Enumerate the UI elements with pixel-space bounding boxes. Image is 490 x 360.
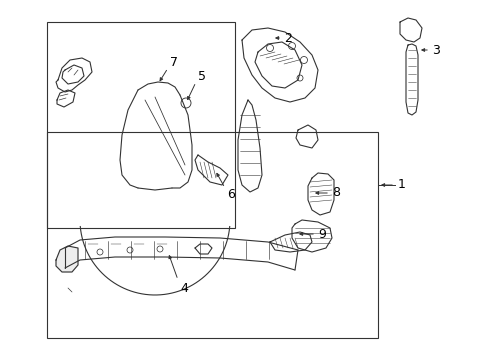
Text: 7: 7 [170,55,178,68]
Polygon shape [56,246,78,272]
Bar [47,132,378,338]
Text: 8: 8 [332,186,340,199]
Text: 9: 9 [318,228,326,240]
Text: 4: 4 [180,282,188,294]
Bar [47,22,235,228]
Text: 5: 5 [198,69,206,82]
Text: 1: 1 [398,179,406,192]
Text: 3: 3 [432,44,440,57]
Text: 6: 6 [227,189,235,202]
Text: 2: 2 [284,31,292,45]
